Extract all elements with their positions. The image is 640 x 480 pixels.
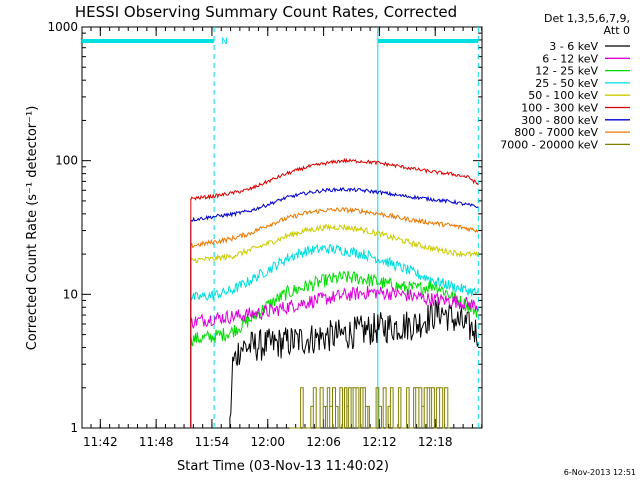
legend-entry-label: 12 - 25 keV [535, 65, 598, 78]
x-tick-label: 12:12 [362, 435, 397, 449]
series-line-8 [289, 387, 450, 429]
legend-title: Att 0 [604, 24, 630, 37]
plot-area: 1 10 100 1000 11:42 11:48 11:54 12:00 12:06 12:12… [47, 20, 483, 449]
n-marker: N [221, 37, 228, 47]
x-axis-label: Start Time (03-Nov-13 11:40:02) [177, 459, 389, 474]
series-line-4 [190, 223, 479, 428]
y-tick-label: 1 [70, 421, 78, 435]
legend-entry-label: 3 - 6 keV [549, 40, 598, 53]
legend-entry-label: 300 - 800 keV [521, 114, 598, 127]
series-line-2 [190, 270, 479, 428]
series-line-7 [190, 206, 479, 428]
y-tick-label: 100 [55, 154, 78, 168]
x-tick-label: 11:48 [139, 435, 174, 449]
x-tick-label: 12:06 [306, 435, 341, 449]
series-line-0 [229, 297, 479, 428]
x-tick-label: 12:18 [418, 435, 453, 449]
legend-entry-label: 50 - 100 keV [528, 89, 598, 102]
series-line-6 [190, 186, 479, 428]
legend-entry-label: 6 - 12 keV [542, 52, 598, 65]
legend-entry-label: 25 - 50 keV [535, 77, 598, 90]
x-tick-label: 11:54 [195, 435, 230, 449]
plot-frame [81, 26, 483, 429]
legend-entry-label: 7000 - 20000 keV [500, 138, 598, 151]
x-tick-label: 12:00 [250, 435, 285, 449]
y-axis-label: Corrected Count Rate (s⁻¹ detector⁻¹) [25, 106, 40, 351]
chart-title: HESSI Observing Summary Count Rates, Cor… [75, 3, 457, 21]
y-tick-label: 1000 [47, 20, 78, 34]
x-tick-label: 11:42 [83, 435, 118, 449]
legend-entry-label: 100 - 300 keV [521, 102, 598, 115]
series-line-1 [190, 285, 479, 428]
legend-title: Det 1,3,5,6,7,9, [544, 12, 630, 25]
legend-entry-label: 800 - 7000 keV [514, 126, 598, 139]
footer-timestamp: 6-Nov-2013 12:51 [564, 468, 636, 477]
series-line-5 [190, 157, 479, 428]
series-line-3 [190, 243, 479, 428]
y-tick-label: 10 [63, 287, 78, 301]
